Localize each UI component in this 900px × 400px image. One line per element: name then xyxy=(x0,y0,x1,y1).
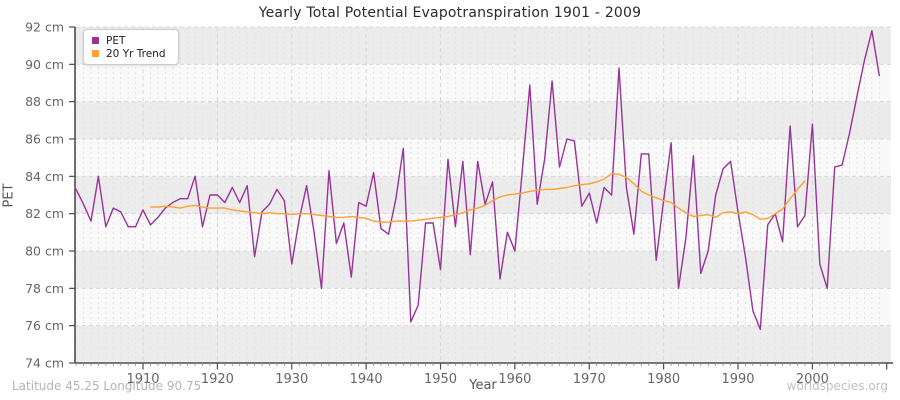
x-tick-label-1960: 1960 xyxy=(498,372,531,387)
x-tick-label-1950: 1950 xyxy=(424,372,457,387)
x-tick-label-1970: 1970 xyxy=(573,372,606,387)
x-tick-label-1980: 1980 xyxy=(647,372,680,387)
y-tick-label-74: 74 cm xyxy=(25,356,64,371)
pet-line xyxy=(75,30,880,331)
axis-spines xyxy=(74,27,893,364)
legend-item-pet: PET xyxy=(92,34,166,47)
watermark: worldspecies.org xyxy=(786,379,888,393)
y-axis-ticks: 92 cm 90 cm 88 cm 86 cm 84 cm 82 cm 80 cm 78 cm… xyxy=(25,20,75,371)
y-tick-label-86: 86 cm xyxy=(25,132,64,147)
y-tick-label-78: 78 cm xyxy=(25,281,64,296)
y-tick-label-92: 92 cm xyxy=(25,20,64,35)
y-tick-label-88: 88 cm xyxy=(25,94,64,109)
grid-horizontal xyxy=(75,26,891,364)
y-tick-label-84: 84 cm xyxy=(25,169,64,184)
grid-vertical xyxy=(75,27,880,363)
plot-bands xyxy=(75,27,891,363)
y-tick-label-82: 82 cm xyxy=(25,206,64,221)
y-tick-label-90: 90 cm xyxy=(25,57,64,72)
legend: PET 20 Yr Trend xyxy=(83,29,179,65)
x-axis-ticks: 1910 1920 1930 1940 1950 1960 1970 1980 1990 2000 xyxy=(75,363,888,387)
x-tick-label-1990: 1990 xyxy=(721,372,754,387)
y-tick-label-76: 76 cm xyxy=(25,318,64,333)
legend-item-trend: 20 Yr Trend xyxy=(92,47,166,60)
coordinates-caption: Latitude 45.25 Longitude 90.75 xyxy=(12,379,202,393)
trend-line xyxy=(149,172,806,223)
trend-series-label: 20 Yr Trend xyxy=(106,47,166,60)
trend-series-marker xyxy=(92,50,99,57)
pet-series-label: PET xyxy=(106,34,126,47)
pet-series-marker xyxy=(92,37,99,44)
x-tick-label-1910: 1910 xyxy=(126,372,159,387)
x-tick-label-2000: 2000 xyxy=(796,372,829,387)
x-tick-label-1940: 1940 xyxy=(350,372,383,387)
y-axis-title: PET xyxy=(1,183,17,208)
x-axis-title: Year xyxy=(469,378,497,393)
x-tick-label-1920: 1920 xyxy=(201,372,234,387)
chart-title: Yearly Total Potential Evapotranspiratio… xyxy=(258,5,642,21)
y-tick-label-80: 80 cm xyxy=(25,244,64,259)
x-tick-label-1930: 1930 xyxy=(275,372,308,387)
